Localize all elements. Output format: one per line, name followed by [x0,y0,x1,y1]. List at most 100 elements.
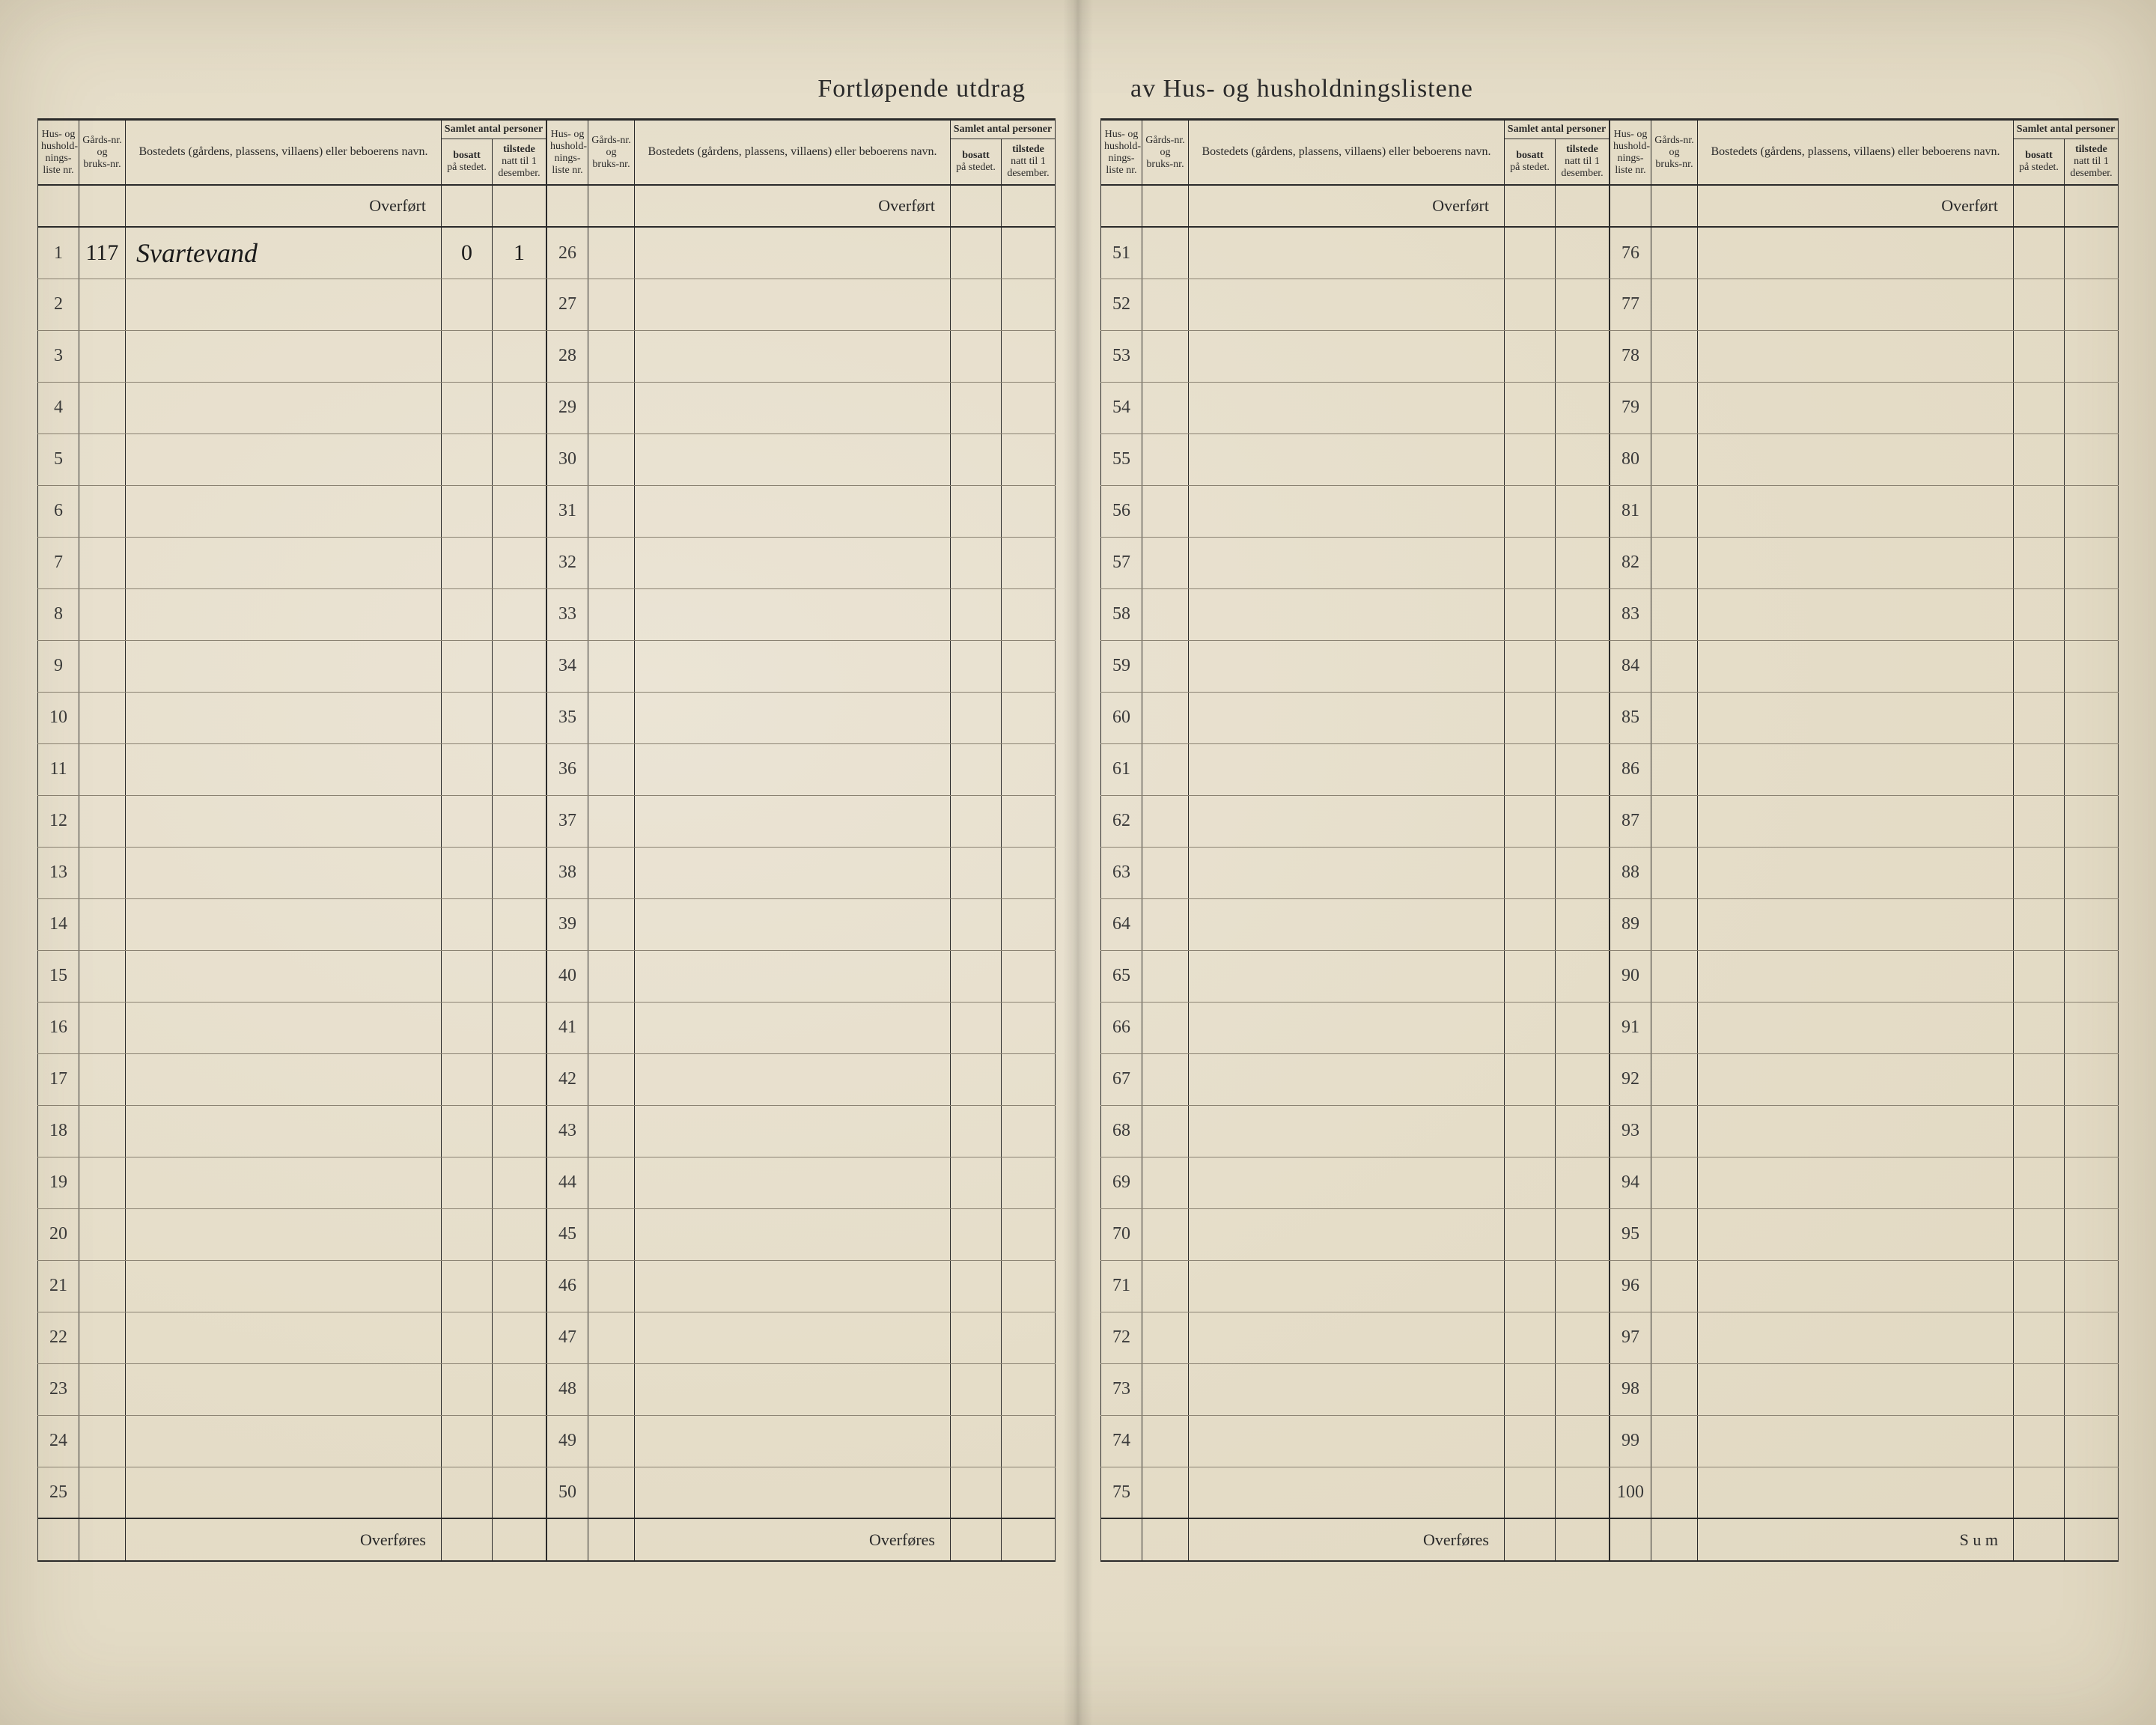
cell-name [635,950,951,1002]
cell-bosatt [951,1105,1002,1157]
table-row: 21 [38,1260,546,1312]
cell-gard [79,1363,126,1415]
cell-gard [1142,227,1189,279]
cell-tilstede [1002,279,1056,330]
row-number: 75 [1101,1467,1142,1518]
footer-label: Overføres [1189,1518,1505,1560]
table-row: 53 [1101,330,1610,382]
footer-label: S u m [1698,1518,2014,1560]
cell-gard [1142,330,1189,382]
table-row: 11 [38,743,546,795]
cell-bosatt [2014,1312,2065,1363]
cell-bosatt [442,1053,493,1105]
cell-name [1698,950,2014,1002]
cell-name [1189,279,1505,330]
cell-tilstede [493,382,546,433]
cell-tilstede [1556,743,1610,795]
cell-tilstede [2065,1105,2119,1157]
cell-gard [1651,279,1698,330]
row-number: 44 [547,1157,588,1208]
cell-name [1698,588,2014,640]
row-number: 64 [1101,898,1142,950]
overfort-label: Overført [1698,185,2014,227]
cell-name [635,330,951,382]
cell-bosatt [442,1415,493,1467]
cell-tilstede [1002,1312,1056,1363]
table-row: 91 [1610,1002,2119,1053]
table-row: 12 [38,795,546,847]
cell-tilstede [1556,433,1610,485]
overfort-row: Overført [1101,185,1610,227]
row-number: 9 [38,640,79,692]
cell-name [126,1053,442,1105]
row-number: 42 [547,1053,588,1105]
table-row: 87 [1610,795,2119,847]
cell-tilstede [493,537,546,588]
cell-bosatt [951,743,1002,795]
row-number: 52 [1101,279,1142,330]
row-number: 20 [38,1208,79,1260]
cell-gard [588,485,635,537]
table-row: 92 [1610,1053,2119,1105]
table-row: 70 [1101,1208,1610,1260]
cell-name [126,1260,442,1312]
cell-bosatt [442,330,493,382]
cell-name [1189,950,1505,1002]
cell-tilstede [2065,1208,2119,1260]
table-row: 90 [1610,950,2119,1002]
row-number: 26 [547,227,588,279]
cell-gard [588,279,635,330]
cell-gard [1651,1208,1698,1260]
row-number: 90 [1610,950,1651,1002]
cell-gard [588,588,635,640]
cell-bosatt [1505,1363,1556,1415]
cell-gard [79,279,126,330]
cell-tilstede [1556,227,1610,279]
cell-bosatt [2014,692,2065,743]
cell-bosatt [951,330,1002,382]
cell-gard [588,847,635,898]
cell-gard [79,743,126,795]
cell-gard [588,640,635,692]
row-number: 88 [1610,847,1651,898]
table-row: 63 [1101,847,1610,898]
cell-name [635,1002,951,1053]
footer-label: Overføres [126,1518,442,1560]
cell-name [635,743,951,795]
cell-gard [1651,692,1698,743]
cell-tilstede [493,279,546,330]
cell-gard [1142,382,1189,433]
table-row: 14 [38,898,546,950]
cell-name [635,1105,951,1157]
cell-tilstede [1556,382,1610,433]
cell-gard [1142,1415,1189,1467]
cell-name [126,1157,442,1208]
cell-name [1189,537,1505,588]
cell-bosatt [951,950,1002,1002]
cell-name [126,950,442,1002]
cell-bosatt [2014,588,2065,640]
cell-bosatt [1505,692,1556,743]
row-number: 74 [1101,1415,1142,1467]
cell-gard [1142,950,1189,1002]
cell-name [1189,1312,1505,1363]
table-row: 56 [1101,485,1610,537]
cell-name [126,1312,442,1363]
section-4: Hus- og hushold-nings-liste nr. Gårds-nr… [1610,118,2119,1562]
col-header-samlet: Samlet antal personer [1505,121,1610,139]
cell-bosatt [951,1467,1002,1518]
cell-tilstede [1556,1415,1610,1467]
row-number: 2 [38,279,79,330]
cell-name [635,279,951,330]
cell-tilstede [493,1363,546,1415]
col-header-tilstede: tilstedenatt til 1desember. [2065,139,2119,186]
cell-gard [1651,898,1698,950]
cell-tilstede [2065,1053,2119,1105]
cell-tilstede [1002,1363,1056,1415]
cell-name [126,1002,442,1053]
cell-bosatt [1505,537,1556,588]
col-header-name: Bostedets (gårdens, plassens, villaens) … [635,121,951,185]
cell-gard [588,692,635,743]
row-number: 54 [1101,382,1142,433]
table-row: 30 [547,433,1056,485]
